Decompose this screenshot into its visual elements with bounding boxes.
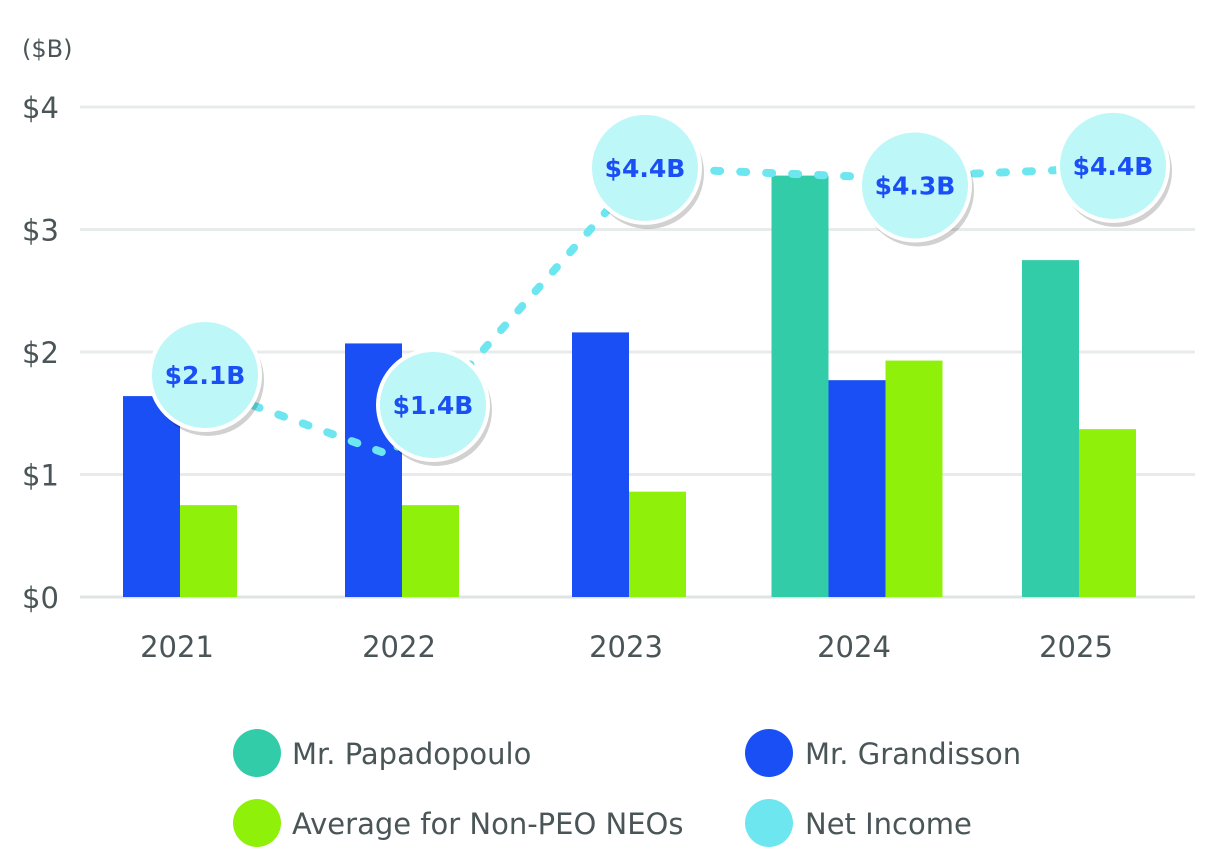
- bars: [123, 175, 1136, 597]
- bar-2024-0: [771, 175, 829, 597]
- legend-swatch-papadopoulo: [233, 729, 281, 777]
- net-income-point: [858, 128, 972, 243]
- x-tick-label: 2022: [362, 630, 436, 664]
- x-tick-label: 2023: [589, 630, 663, 664]
- net-income-label: $2.1B: [165, 361, 246, 390]
- net-income-label: $4.4B: [605, 154, 686, 183]
- net-income-point: [376, 348, 490, 462]
- gridlines: [80, 105, 1195, 599]
- legend: Mr. Papadopoulo Mr. Grandisson Average f…: [233, 729, 1021, 847]
- legend-swatch-non-peo: [233, 799, 281, 847]
- net-income-line: $2.1B $1.4B $4.4B $4.3B $4.4B: [148, 108, 1172, 466]
- net-income-label: $4.3B: [875, 171, 956, 200]
- legend-swatch-grandisson: [745, 729, 793, 777]
- bar-2023-2: [629, 491, 686, 597]
- y-unit-label: ($B): [22, 35, 72, 63]
- y-tick-label: $0: [22, 581, 59, 615]
- y-tick-label: $3: [22, 214, 59, 248]
- y-tick-label: $2: [22, 336, 59, 370]
- bar-2025-0: [1022, 260, 1079, 597]
- bar-2024-2: [885, 360, 943, 597]
- bar-2024-1: [828, 380, 886, 597]
- x-axis: 2021 2022 2023 2024 2025: [140, 630, 1113, 664]
- legend-label-papadopoulo: Mr. Papadopoulo: [292, 737, 531, 771]
- net-income-label: $1.4B: [393, 391, 474, 420]
- bar-2023-1: [572, 332, 629, 597]
- x-tick-label: 2024: [817, 630, 891, 664]
- x-tick-label: 2025: [1039, 630, 1113, 664]
- y-tick-label: $4: [22, 91, 59, 125]
- bar-2021-2: [180, 505, 237, 597]
- bar-2025-2: [1079, 429, 1136, 597]
- net-income-point: [148, 318, 262, 433]
- legend-label-non-peo: Average for Non-PEO NEOs: [292, 807, 684, 841]
- legend-label-net-income: Net Income: [805, 807, 972, 841]
- x-tick-label: 2021: [140, 630, 214, 664]
- legend-swatch-net-income: [745, 799, 793, 847]
- net-income-point: [1056, 108, 1170, 223]
- legend-label-grandisson: Mr. Grandisson: [805, 737, 1021, 771]
- net-income-label: $4.4B: [1073, 152, 1154, 181]
- y-axis: $0 $1 $2 $3 $4: [22, 91, 59, 615]
- y-tick-label: $1: [22, 459, 59, 493]
- bar-2022-2: [402, 505, 459, 597]
- net-income-point: [588, 110, 702, 225]
- bar-2021-1: [123, 396, 180, 597]
